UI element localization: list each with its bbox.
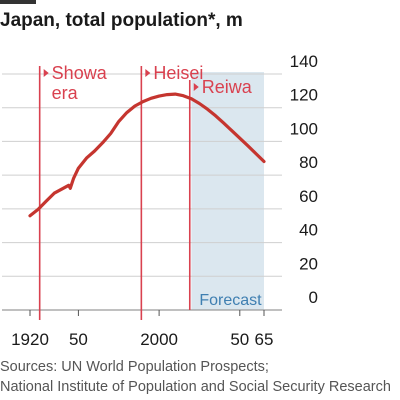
header-rule — [0, 0, 36, 4]
era-arrow-2 — [193, 83, 199, 91]
x-tick-label-3: 50 — [230, 330, 249, 349]
source-line-2: National Institute of Population and Soc… — [0, 379, 391, 395]
y-tick-label-120: 120 — [290, 86, 318, 105]
population-chart: 0 20 40 60 80 100 120 140 1920 50 2000 50 65 Showaera… — [2, 52, 318, 349]
source-line-1: Sources: UN World Population Prospects; — [0, 359, 269, 375]
y-tick-label-140: 140 — [290, 52, 318, 71]
y-tick-label-20: 20 — [299, 254, 318, 273]
x-tick-label-4: 65 — [255, 330, 274, 349]
x-tick-label-1: 50 — [69, 330, 88, 349]
chart-title: Japan, total population*, m — [0, 10, 243, 31]
forecast-shade — [191, 72, 264, 310]
source-note: Sources: UN World Population Prospects; … — [0, 357, 391, 397]
y-tick-label-60: 60 — [299, 187, 318, 206]
era-label-2-0: Reiwa — [202, 77, 253, 97]
y-tick-label-0: 0 — [309, 288, 318, 307]
era-label-0-1: era — [52, 83, 79, 103]
era-arrow-0 — [43, 69, 49, 77]
era-label-1-0: Heisei — [153, 63, 203, 83]
y-tick-label-80: 80 — [299, 153, 318, 172]
era-label-0-0: Showa — [52, 63, 108, 83]
y-tick-label-100: 100 — [290, 119, 318, 138]
x-tick-label-2: 2000 — [140, 330, 178, 349]
x-tick-label-0: 1920 — [11, 330, 49, 349]
forecast-label: Forecast — [199, 292, 262, 309]
era-arrow-1 — [145, 69, 151, 77]
y-tick-label-40: 40 — [299, 221, 318, 240]
population-line — [28, 92, 266, 218]
